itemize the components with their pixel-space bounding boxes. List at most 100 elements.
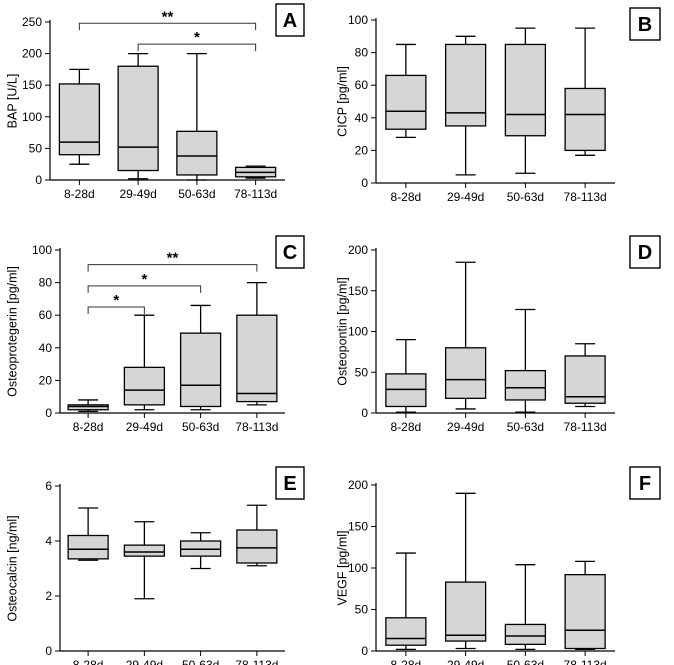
iqr-box [176, 130, 218, 176]
y-tick-label: 100 [348, 13, 368, 27]
y-tick-label: 2 [45, 589, 52, 603]
box-29-49d [444, 35, 487, 176]
box-8-28d [58, 68, 101, 165]
panel-c: 0 20 40 60 80 100 Osteoprotegerin [pg/ml] 8-28d… [5, 235, 305, 434]
y-axis-label: Osteopontin [pg/ml] [335, 277, 349, 385]
box-50-63d [504, 27, 547, 174]
bracket-line [87, 264, 258, 272]
y-tick-label: 0 [45, 644, 52, 658]
box-29-49d [117, 52, 159, 180]
box-50-63d [504, 308, 547, 413]
iqr-box [123, 544, 166, 557]
y-tick-label: 0 [361, 406, 368, 420]
y-tick-label: 50 [355, 603, 369, 617]
iqr-box [123, 366, 166, 406]
panel-b: 0 20 40 60 80 100 CICP [pg/ml] 8-28d 29-49d 50-63… [335, 7, 661, 204]
x-tick-label: 8-28d [391, 420, 422, 434]
significance-bracket: * [87, 271, 202, 293]
significance-bracket: ** [87, 250, 258, 272]
iqr-box [564, 573, 606, 650]
x-tick-label: 78-113d [235, 658, 278, 665]
iqr-box [504, 43, 547, 137]
panel-label: D [638, 242, 652, 264]
box-78-113d [564, 560, 606, 650]
y-axis-label: Osteoprotegerin [pg/ml] [5, 266, 19, 397]
iqr-box [564, 87, 606, 152]
x-tick-label: 78-113d [564, 190, 607, 204]
panel-a: 0 50 100 150 200 250 BAP [U/L] 8-28d 29-49d 50-63… [5, 3, 305, 201]
x-tick-label: 8-28d [391, 658, 422, 665]
significance-bracket: ** [78, 8, 257, 31]
x-tick-label: 78-113d [564, 658, 607, 665]
iqr-box [67, 534, 109, 560]
iqr-box [236, 314, 278, 403]
box-50-63d [179, 304, 222, 411]
panel-label-box: D [629, 235, 661, 269]
x-tick-label: 8-28d [73, 658, 104, 665]
iqr-box [385, 373, 427, 408]
x-tick-label: 50-63d [182, 420, 219, 434]
panel-label-frame [275, 466, 305, 500]
y-axis-label: VEGF [pg/ml] [335, 530, 349, 605]
panel-label-frame [629, 235, 661, 269]
y-tick-label: 200 [348, 478, 368, 492]
y-tick-label: 80 [39, 276, 53, 290]
panel-label: B [638, 14, 652, 36]
iqr-box [58, 83, 101, 156]
panel-label-frame [275, 3, 305, 37]
box-29-49d [123, 521, 166, 600]
y-tick-label: 150 [348, 284, 368, 298]
y-tick-label: 4 [45, 534, 52, 548]
bracket-line [87, 306, 145, 315]
box-8-28d [67, 507, 109, 561]
panel-label-frame [629, 466, 661, 500]
y-tick-label: 0 [361, 176, 368, 190]
x-tick-label: 78-113d [234, 187, 277, 201]
box-8-28d [385, 552, 427, 650]
panel-label-box: A [275, 3, 305, 37]
iqr-box [236, 529, 278, 564]
iqr-box [504, 369, 547, 401]
iqr-box [179, 332, 222, 408]
panel-label-frame [275, 235, 305, 269]
panel-label-frame [629, 7, 661, 41]
iqr-box [385, 617, 427, 646]
box-29-49d [444, 261, 487, 410]
significance-bracket: * [87, 292, 145, 315]
iqr-box [444, 581, 487, 642]
significance-label: ** [167, 250, 179, 267]
y-tick-label: 100 [348, 561, 368, 575]
y-tick-label: 40 [39, 341, 53, 355]
iqr-box [67, 404, 109, 411]
panel-label: F [639, 473, 651, 495]
panel-label-box: F [629, 466, 661, 500]
panel-d: 0 50 100 150 200 Osteopontin [pg/ml] 8-28d 29-4… [335, 235, 661, 434]
box-78-113d [564, 27, 606, 156]
bracket-line [78, 22, 257, 31]
x-tick-label: 29-49d [447, 658, 484, 665]
iqr-box [385, 74, 427, 130]
x-tick-label: 8-28d [391, 190, 422, 204]
y-tick-label: 100 [32, 243, 52, 257]
y-tick-label: 50 [29, 141, 43, 155]
significance-label: ** [162, 8, 174, 25]
box-8-28d [385, 43, 427, 139]
x-tick-label: 50-63d [182, 658, 219, 665]
iqr-box [444, 43, 487, 127]
y-axis-label: CICP [pg/ml] [335, 66, 349, 137]
x-tick-label: 50-63d [507, 190, 544, 204]
x-tick-label: 78-113d [564, 420, 607, 434]
panel-label: C [283, 242, 297, 264]
y-tick-label: 0 [35, 173, 42, 187]
box-78-113d [236, 281, 278, 406]
y-tick-label: 200 [22, 47, 42, 61]
box-50-63d [176, 52, 218, 181]
significance-label: * [141, 271, 147, 288]
box-50-63d [179, 532, 222, 570]
panel-e: 0 2 4 6 Osteocalcin [ng/ml] 8-28d 29-49d 50-63d… [5, 466, 305, 665]
y-tick-label: 20 [355, 143, 369, 157]
y-tick-label: 80 [355, 46, 369, 60]
y-tick-label: 150 [348, 520, 368, 534]
bracket-line [137, 43, 257, 52]
